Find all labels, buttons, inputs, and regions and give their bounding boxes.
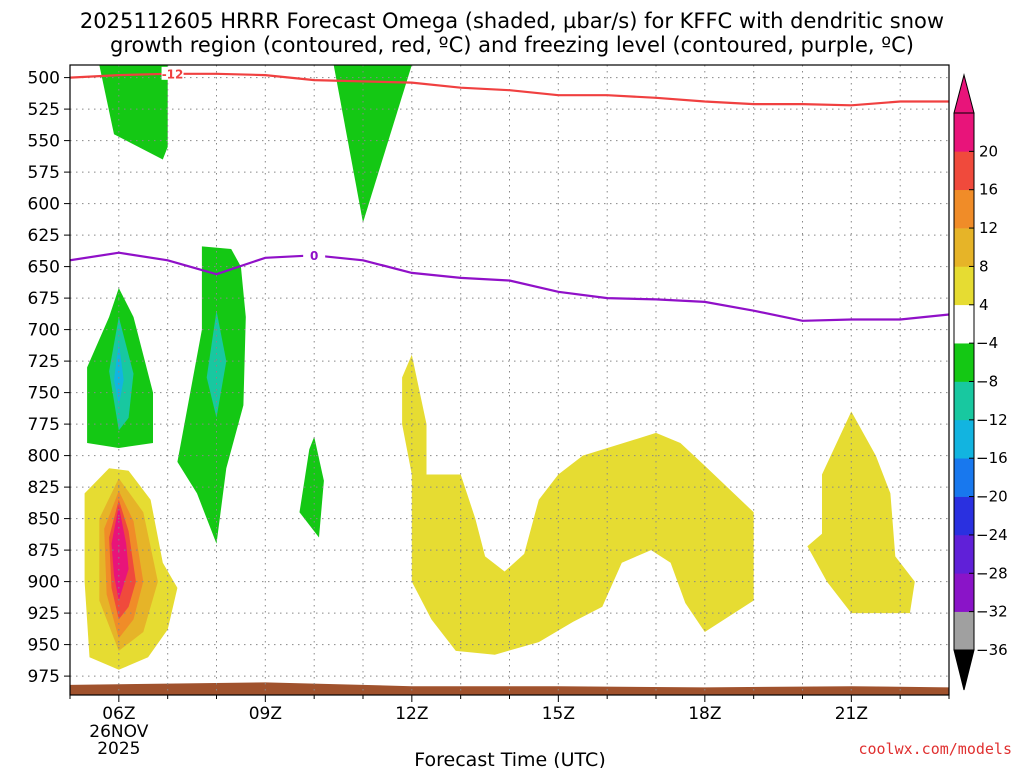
colorbar-segment bbox=[954, 266, 974, 306]
colorbar-label: −8 bbox=[976, 373, 998, 391]
y-tick-label: 725 bbox=[28, 352, 60, 372]
y-tick-label: 825 bbox=[28, 478, 60, 498]
omega-region-6 bbox=[114, 342, 124, 406]
colorbar-segment bbox=[954, 419, 974, 459]
contour-label-bg bbox=[303, 248, 326, 262]
omega-region-7 bbox=[299, 436, 324, 538]
y-tick-label: 750 bbox=[28, 384, 60, 404]
y-tick-label: 875 bbox=[28, 541, 60, 561]
x-tick-year: 2025 bbox=[97, 739, 140, 759]
omega-region-14 bbox=[807, 411, 915, 614]
contour-label-bg bbox=[161, 66, 184, 80]
x-tick-label: 12Z bbox=[395, 704, 428, 724]
x-tick-label: 15Z bbox=[542, 704, 575, 724]
y-tick-label: 575 bbox=[28, 163, 60, 183]
colorbar-segment bbox=[954, 228, 974, 267]
contour-label: 0 bbox=[310, 249, 318, 263]
colorbar-label: 16 bbox=[976, 181, 998, 199]
omega-region-0 bbox=[99, 65, 168, 160]
colorbar-segment bbox=[954, 534, 974, 574]
y-tick-label: 675 bbox=[28, 289, 60, 309]
colorbar-segment bbox=[954, 113, 974, 152]
colorbar-label: 8 bbox=[976, 257, 989, 275]
colorbar-legend: −36 −32 −28 −24 −20 −16 −12 −8 −4 4 8 12 16 20 bbox=[953, 73, 1008, 691]
y-tick-label: 775 bbox=[28, 415, 60, 435]
y-tick-label: 700 bbox=[28, 321, 60, 341]
chart-title: 2025112605 HRRR Forecast Omega (shaded, … bbox=[80, 9, 944, 33]
y-tick-label: 525 bbox=[28, 100, 60, 120]
x-tick-label: 18Z bbox=[688, 704, 721, 724]
colorbar-label: −36 bbox=[976, 641, 1008, 659]
x-tick-label: 06Z bbox=[102, 704, 135, 724]
colorbar-over-arrow bbox=[953, 73, 975, 114]
contour-line-dgz bbox=[70, 72, 949, 107]
y-tick-label: 900 bbox=[28, 573, 60, 593]
colorbar-segment bbox=[954, 381, 974, 421]
plot-area: -12 0 bbox=[69, 64, 950, 696]
credit-text: coolwx.com/models bbox=[858, 740, 1012, 758]
y-tick-label: 550 bbox=[28, 132, 60, 152]
y-tick-label: 850 bbox=[28, 510, 60, 530]
colorbar-segment bbox=[954, 151, 974, 191]
contour-line-freezing bbox=[70, 251, 949, 322]
colorbar-label: −20 bbox=[976, 488, 1008, 506]
terrain-ground bbox=[70, 682, 949, 695]
x-tick-date: 26NOV bbox=[89, 722, 148, 742]
x-tick-label: 21Z bbox=[835, 704, 868, 724]
omega-region-12 bbox=[111, 506, 129, 601]
omega-region-1 bbox=[333, 65, 412, 223]
colorbar-segment bbox=[954, 573, 974, 612]
x-axis-label: Forecast Time (UTC) bbox=[414, 749, 605, 768]
contour-label: -12 bbox=[162, 67, 184, 81]
y-tick-label: 950 bbox=[28, 636, 60, 656]
colorbar-label: −32 bbox=[976, 603, 1008, 621]
colorbar-label: −12 bbox=[976, 411, 1008, 429]
omega-region-13 bbox=[402, 354, 754, 655]
y-tick-label: 800 bbox=[28, 447, 60, 467]
colorbar-segment bbox=[954, 458, 974, 497]
colorbar-label: −24 bbox=[976, 526, 1008, 544]
colorbar-label: −4 bbox=[976, 334, 998, 352]
colorbar-segment bbox=[954, 343, 974, 382]
y-tick-label: 500 bbox=[28, 69, 60, 89]
y-tick-label: 650 bbox=[28, 258, 60, 278]
y-axis-ticks: 500 525 550 575 600 625 650 675 700 725 750 775 800 8… bbox=[28, 69, 70, 687]
chart-subtitle: growth region (contoured, red, ºC) and f… bbox=[110, 33, 914, 57]
colorbar-label: −16 bbox=[976, 449, 1008, 467]
y-tick-label: 600 bbox=[28, 195, 60, 215]
colorbar-segment bbox=[954, 496, 974, 536]
y-tick-label: 925 bbox=[28, 604, 60, 624]
colorbar-under-arrow bbox=[953, 649, 975, 691]
y-tick-label: 975 bbox=[28, 667, 60, 687]
colorbar-label: 12 bbox=[976, 219, 998, 237]
y-tick-label: 625 bbox=[28, 226, 60, 246]
colorbar-segment bbox=[954, 189, 974, 229]
colorbar-segment bbox=[954, 611, 974, 651]
gridlines bbox=[70, 65, 949, 695]
x-tick-label: 09Z bbox=[249, 704, 282, 724]
colorbar-label: 4 bbox=[976, 296, 989, 314]
colorbar-label: −28 bbox=[976, 564, 1008, 582]
colorbar-segment bbox=[954, 304, 974, 344]
colorbar-label: 20 bbox=[976, 142, 998, 160]
omega-region-3 bbox=[206, 310, 227, 418]
